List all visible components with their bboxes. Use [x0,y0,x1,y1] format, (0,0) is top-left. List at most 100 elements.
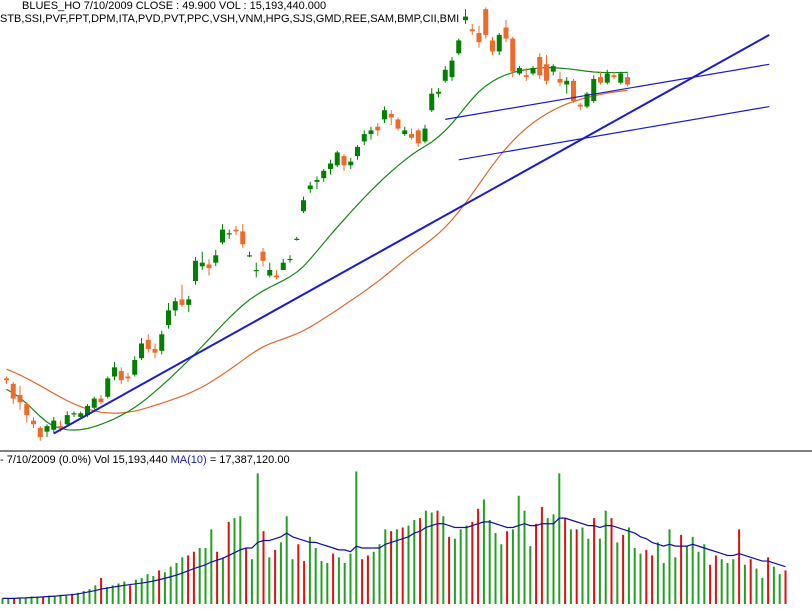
volume-bar [158,570,161,604]
volume-bar [152,576,155,604]
volume-bar [216,551,219,604]
volume-bar [233,518,236,604]
volume-bar [117,583,120,604]
volume-bar [569,529,572,604]
volume-bar [111,585,114,604]
volume-bar [558,473,561,604]
candle-body [91,398,97,408]
volume-bar [413,520,416,604]
candle-body [564,80,570,85]
volume-bar [71,593,74,604]
chart-title: BLUES_HO 7/10/2009 CLOSE : 49.900 VOL : … [22,0,327,12]
volume-bar [680,534,683,604]
volume-bar [372,551,375,604]
volume-bar [378,544,381,604]
candle-body [611,75,617,78]
candle-body [253,270,259,272]
volume-bar [453,538,456,604]
candle-body [375,126,381,131]
volume-bar [424,510,427,604]
trendline-main [53,34,770,435]
volume-bar [332,553,335,604]
volume-bar [395,529,398,604]
candle-body [85,405,90,416]
candle-body [4,378,9,381]
volume-bar [448,536,451,604]
candle-body [159,334,165,351]
candle-body [267,270,273,276]
candle-body [530,67,536,74]
candle-body [429,93,435,111]
volume-bar [390,531,393,604]
volume-bar [285,516,288,604]
candle-body [328,163,333,169]
volume-bar [1,598,4,604]
candle-body [31,420,36,425]
volume-bar [7,598,10,604]
volume-bar [18,597,21,604]
candle-body [584,93,590,107]
candle-body [294,238,300,240]
volume-bar [442,516,445,604]
candle-body [314,180,320,182]
candle-body [537,56,543,76]
candle-body [334,152,340,166]
candle-body [361,134,367,142]
volume-bar [685,546,688,604]
volume-bar [47,595,50,604]
volume-bar [181,557,184,604]
trendline-upper-channel [445,63,770,120]
candle-body [523,75,529,78]
volume-bar [529,546,532,604]
volume-bar [552,514,555,604]
volume-bar [401,527,404,604]
candle-body [260,251,266,261]
volume-bar [65,594,68,604]
volume-bar [361,559,364,604]
candle-body [577,104,583,107]
candle-body [604,73,610,83]
volume-bar [488,520,491,604]
candle-body [274,275,279,278]
candle-body [442,69,448,81]
candle-body [544,64,549,81]
volume-bar [53,595,56,604]
candle-body [145,339,151,349]
candle-body [517,67,522,74]
candle-body [37,427,43,438]
volume-bar [720,559,723,604]
candle-body [341,156,347,166]
volume-bar [349,553,352,604]
volume-bar [662,562,665,604]
volume-bar [639,553,642,604]
volume-bar [210,529,213,604]
volume-bar [778,574,781,604]
volume-bar [337,557,340,604]
price-candles [4,7,630,441]
volume-bar [221,557,224,604]
volume-bar [477,508,480,604]
candle-body [71,413,77,415]
volume-bar [732,559,735,604]
volume-bar [175,562,178,604]
candle-body [395,119,401,129]
candle-body [321,170,327,179]
candle-body [112,367,117,377]
candle-body [193,260,198,282]
candle-body [382,110,387,120]
candle-body [463,16,468,21]
volume-bar [163,572,166,604]
volume-bar [407,525,410,604]
candle-body [490,40,495,52]
volume-bar [656,542,659,604]
volume-bar [709,564,712,604]
volume-bar [703,544,706,604]
volume-bar [749,559,752,604]
volume-ma-line [2,517,786,600]
candle-body [415,130,421,144]
candle-body [10,383,16,399]
volume-bar [564,518,567,604]
volume-bar [227,521,230,604]
candle-body [166,310,171,326]
volume-bar [714,555,717,604]
